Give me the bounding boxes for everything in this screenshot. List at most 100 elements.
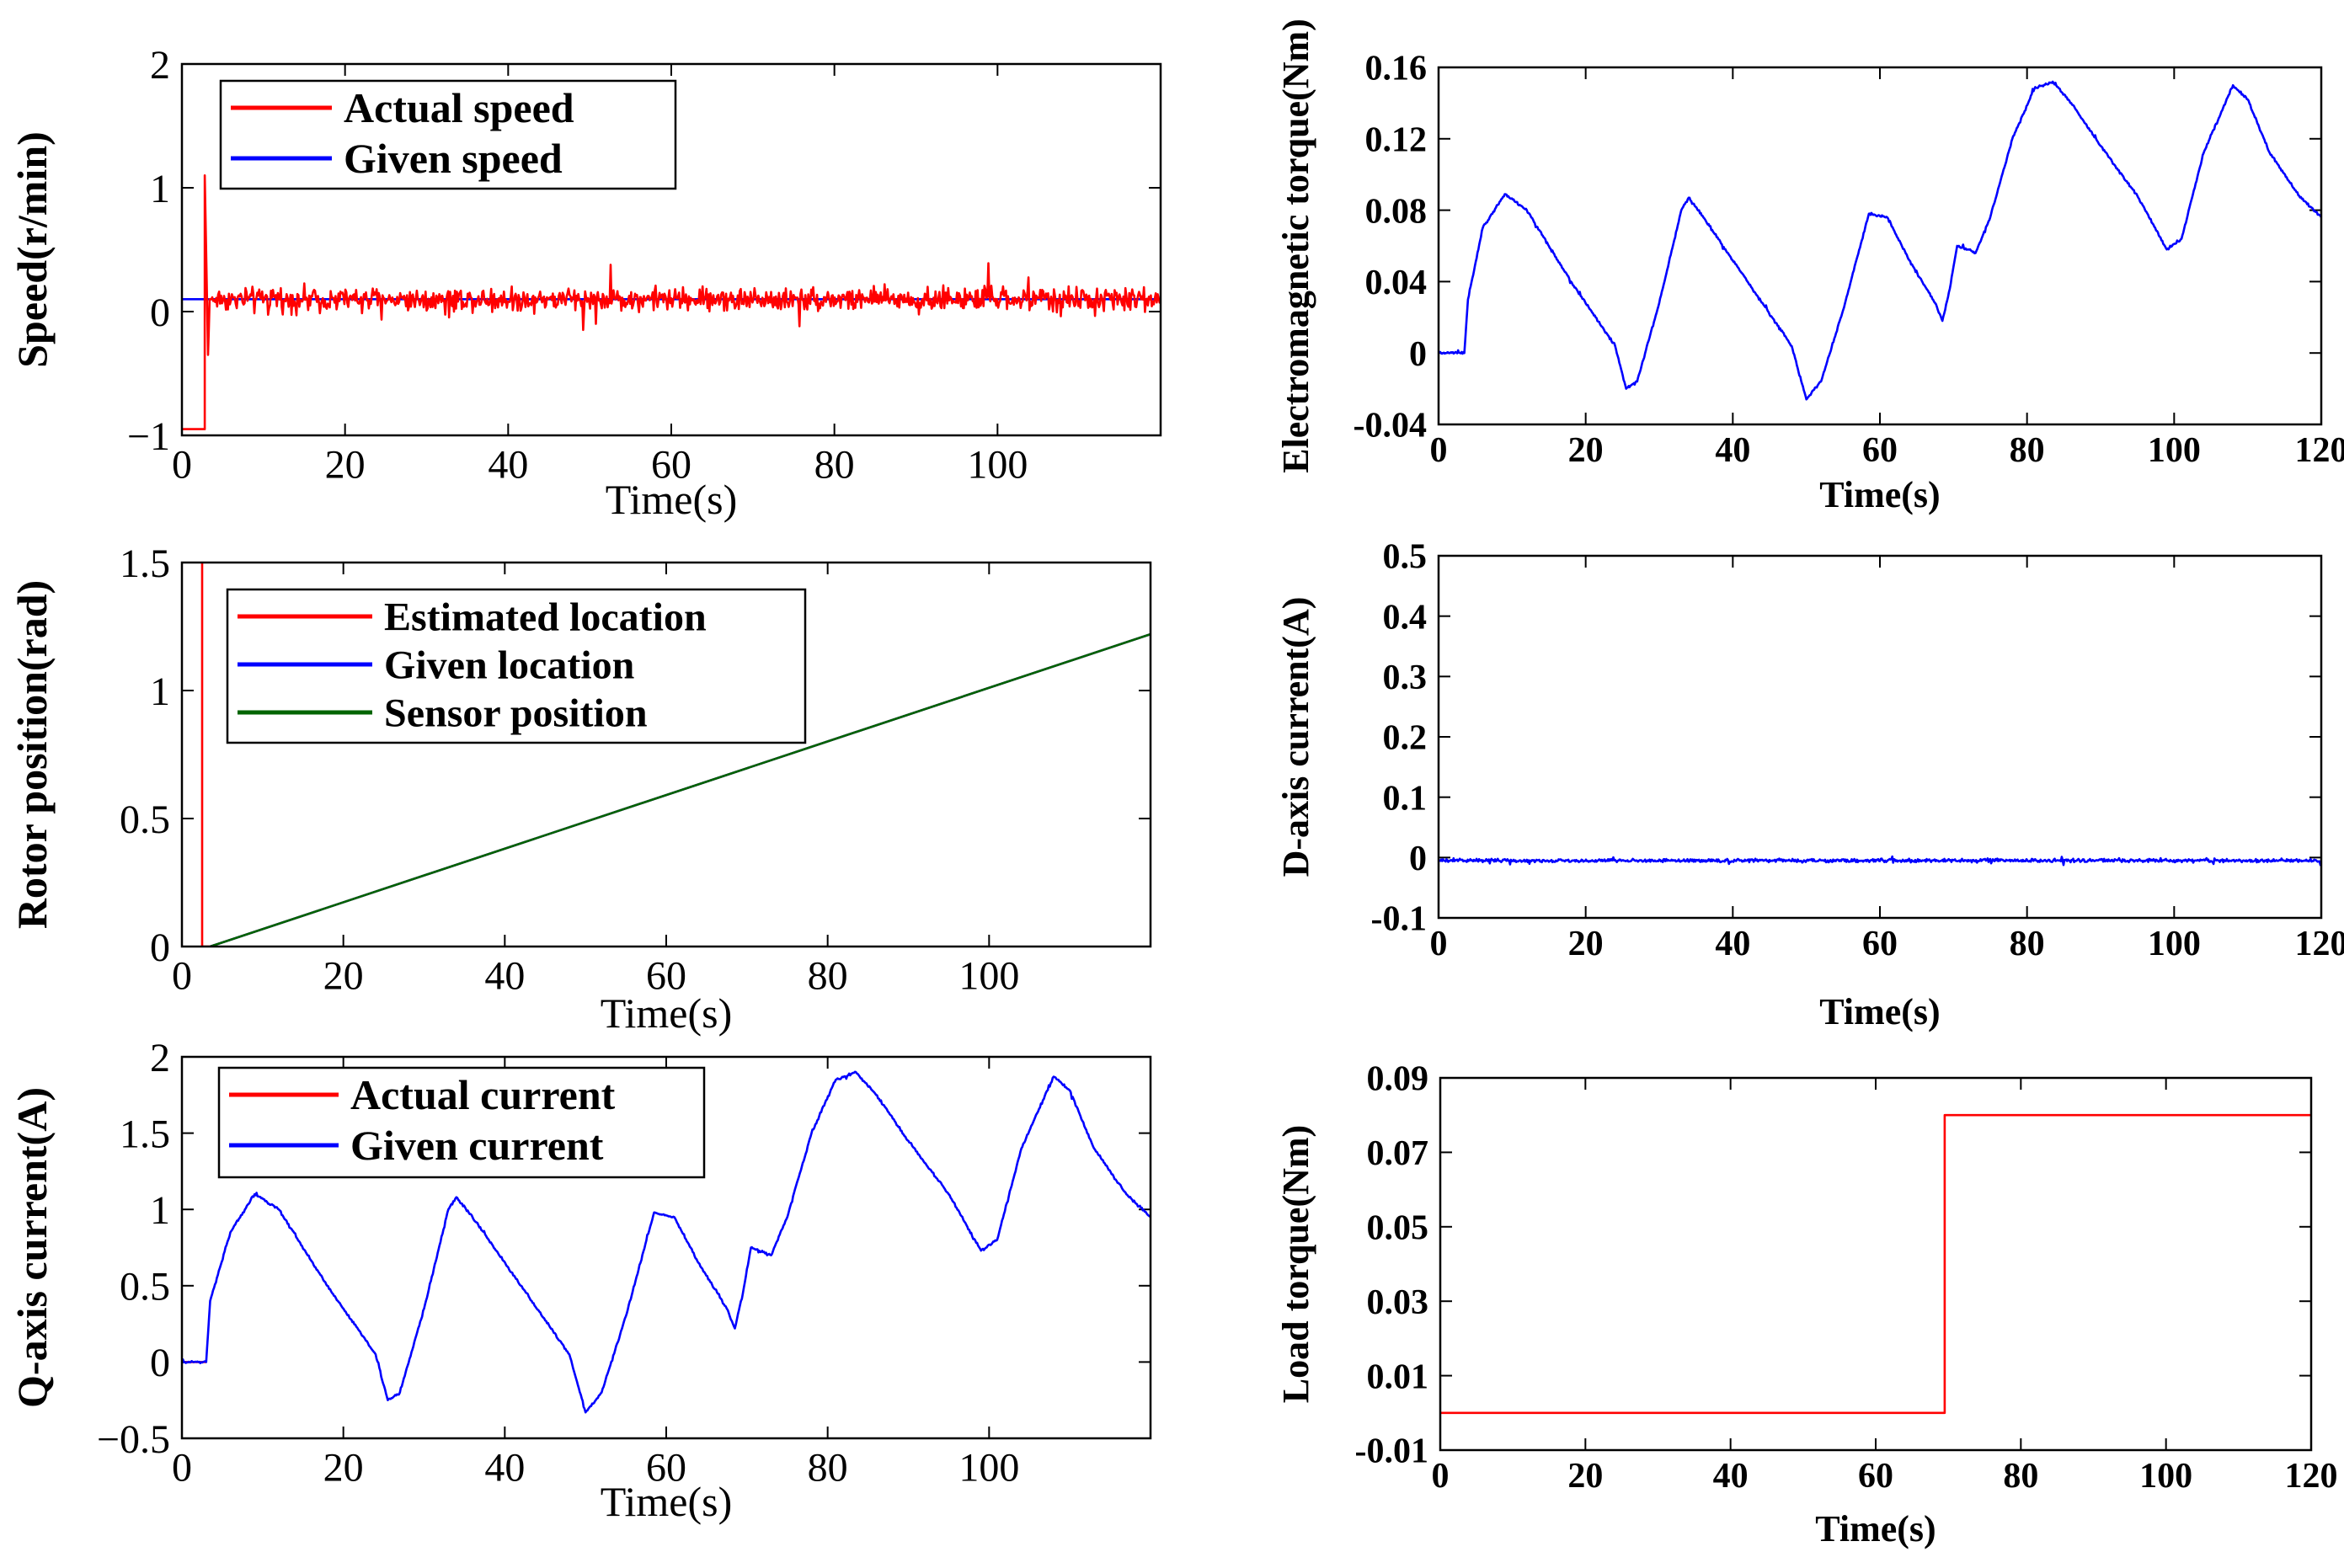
y-tick-label: 0.04	[1365, 264, 1428, 302]
y-tick-label: 0.12	[1365, 121, 1428, 160]
x-tick-label: 40	[1715, 925, 1750, 963]
legend-box	[219, 79, 677, 190]
y-tick-label: 0	[1409, 335, 1427, 374]
x-tick-label: 0	[1432, 1457, 1450, 1496]
y-tick-label: 0.07	[1367, 1134, 1429, 1173]
x-tick-label: 60	[1862, 431, 1898, 470]
y-tick-label: -0.01	[1355, 1432, 1429, 1471]
y-tick-label: 0.5	[1383, 538, 1428, 577]
chart-speed: 0 20 40 60 80 100−1012Time(s)Speed(r/min)Actu…	[8, 43, 1162, 523]
x-tick-label: 80	[2010, 925, 2045, 963]
x-tick-label: 120	[2285, 1457, 2338, 1496]
y-tick-label: 2	[150, 43, 170, 88]
plot-area	[1439, 556, 2321, 918]
x-tick-label: 20	[323, 953, 364, 998]
series-line-given-current	[182, 1070, 1151, 1414]
x-tick-label: 80	[2003, 1457, 2038, 1496]
x-tick-label: 20	[1568, 431, 1604, 470]
series-group	[1439, 855, 2321, 867]
y-tick-label: 0.09	[1367, 1060, 1429, 1099]
x-tick-label: 100	[2139, 1457, 2192, 1496]
y-tick-label: 1	[150, 1188, 170, 1233]
y-axis-label: Q-axis current(A)	[8, 1087, 56, 1408]
y-tick-label: 0.1	[1383, 779, 1428, 818]
x-tick-label: 20	[1568, 925, 1604, 963]
y-axis-label: Electromagnetic torque(Nm)	[1275, 19, 1316, 473]
series-line-load-torque	[1440, 1113, 2311, 1415]
x-tick-label: 60	[646, 953, 686, 998]
x-tick-label: 0	[1430, 925, 1448, 963]
chart-load: 0 20 40 60 80 100 120 -0.01 0.01 0.03 0.05 0.07 0.09…	[1275, 1060, 2338, 1549]
series-line-actual-speed	[182, 174, 1161, 430]
x-axis-label: Time(s)	[1815, 1508, 1936, 1549]
x-tick-label: 20	[1567, 1457, 1603, 1496]
y-axis-label: Speed(r/min)	[8, 131, 56, 368]
y-tick-label: 2	[150, 1036, 170, 1080]
plot-frame	[1439, 1076, 2313, 1452]
y-axis-label: Load torque(Nm)	[1275, 1125, 1316, 1403]
y-tick-label: 0.16	[1365, 50, 1428, 88]
y-tick-label: 0.3	[1383, 659, 1428, 697]
x-tick-label: 60	[1862, 925, 1898, 963]
x-axis-label: Time(s)	[1819, 991, 1940, 1032]
x-axis-label: Time(s)	[601, 989, 733, 1037]
x-axis-label: Time(s)	[1819, 474, 1940, 515]
x-tick-label: 40	[484, 953, 525, 998]
x-tick-label: 60	[651, 442, 691, 487]
x-tick-label: 100	[2148, 431, 2201, 470]
x-tick-label: 40	[488, 442, 528, 487]
x-tick-label: 100	[958, 953, 1019, 998]
y-tick-label: 0	[150, 1341, 170, 1385]
plot-frame	[180, 561, 1152, 948]
x-tick-label: 100	[2148, 925, 2201, 963]
x-tick-label: 20	[325, 442, 366, 487]
y-axis-label: D-axis current(A)	[1275, 597, 1316, 877]
x-tick-label: 0	[172, 442, 192, 487]
y-axis-label: Rotor position(rad)	[8, 580, 56, 929]
series-line-sensor-position	[210, 632, 1151, 947]
legend-entry: Actual current	[350, 1071, 616, 1118]
x-tick-label: 60	[1858, 1457, 1893, 1496]
plot-frame	[180, 1055, 1152, 1440]
y-tick-label: 0.05	[1367, 1209, 1429, 1248]
x-tick-label: 120	[2295, 925, 2344, 963]
y-tick-label: -0.1	[1371, 900, 1428, 939]
y-tick-label: 0	[150, 925, 170, 970]
x-tick-label: 40	[484, 1445, 525, 1490]
series-group	[182, 174, 1161, 430]
legend-entry: Sensor position	[384, 691, 648, 735]
x-tick-label: 120	[2295, 431, 2344, 470]
chart-torque: 0 20 40 60 80 100 120-0.0400.040.080.120.16Tim…	[1275, 19, 2344, 515]
y-tick-label: -0.04	[1354, 407, 1428, 445]
chart-dcurrent: 0 20 40 60 80 100 120-0.100.10.20.30.40.5Time(…	[1275, 538, 2344, 1032]
x-tick-label: 80	[808, 1445, 848, 1490]
legend-entry: Given current	[350, 1122, 604, 1169]
plot-frame	[180, 62, 1162, 437]
y-tick-label: −0.5	[97, 1417, 170, 1462]
x-tick-label: 80	[814, 442, 855, 487]
y-tick-label: 1.5	[120, 541, 170, 586]
series-line-d-axis-current	[1439, 855, 2321, 867]
plot-area	[1440, 1078, 2311, 1450]
series-group	[1440, 1113, 2311, 1415]
x-tick-label: 60	[646, 1445, 686, 1490]
y-tick-label: 0.08	[1365, 192, 1428, 231]
legend-entry: Actual speed	[344, 84, 574, 131]
y-tick-label: 1	[150, 167, 170, 211]
x-axis-label: Time(s)	[601, 1478, 733, 1525]
y-tick-label: 0	[1409, 840, 1427, 878]
series-group	[182, 1070, 1151, 1414]
y-tick-label: −1	[127, 414, 170, 459]
x-tick-label: 40	[1713, 1457, 1749, 1496]
legend-entry: Estimated location	[384, 595, 707, 639]
x-tick-label: 0	[1430, 431, 1448, 470]
y-tick-label: 0.03	[1367, 1283, 1429, 1322]
x-tick-label: 100	[967, 442, 1028, 487]
y-tick-label: 1	[150, 669, 170, 714]
y-tick-label: 1.5	[120, 1112, 170, 1156]
